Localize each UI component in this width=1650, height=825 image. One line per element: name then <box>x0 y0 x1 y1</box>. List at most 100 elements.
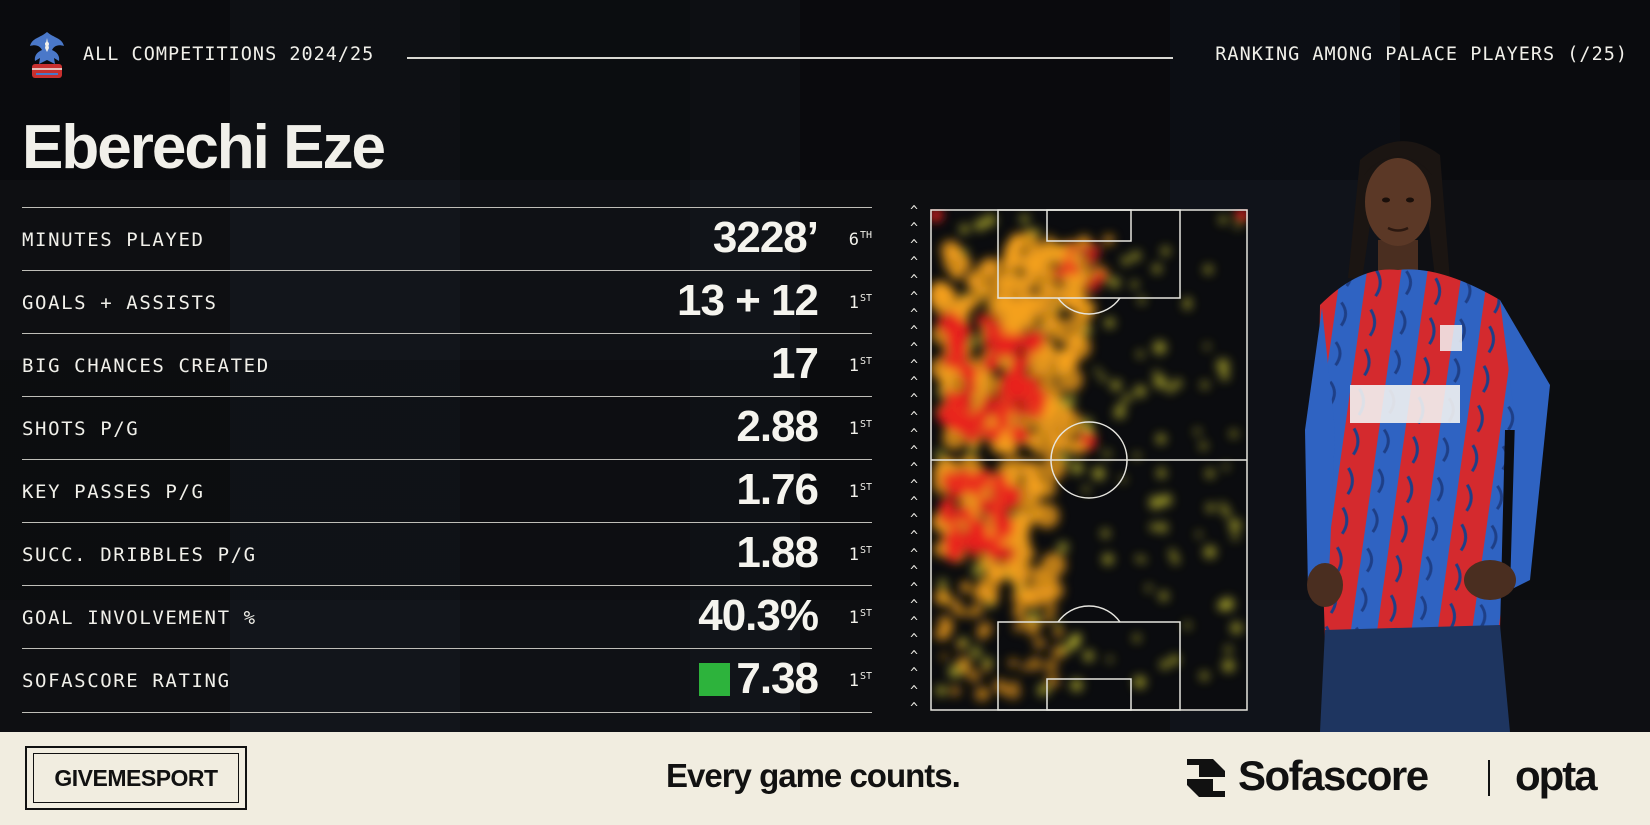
direction-chevron: ^ <box>910 529 918 545</box>
footer-bar: GIVEMESPORT Every game counts. Sofascore… <box>0 732 1650 825</box>
heat-blob <box>1133 675 1147 689</box>
heat-blob <box>1008 657 1019 668</box>
rating-badge <box>699 662 731 696</box>
heat-blob <box>954 473 976 494</box>
heat-blob <box>1028 656 1043 671</box>
heat-blob <box>1013 423 1025 435</box>
stat-label: SUCC. DRIBBLES P/G <box>22 544 257 566</box>
heat-blob <box>1157 522 1168 533</box>
heat-blob <box>1183 621 1192 630</box>
heat-blob <box>1103 450 1111 458</box>
heat-blob <box>1222 659 1236 673</box>
heat-blob <box>1152 340 1167 355</box>
heat-blob <box>1222 463 1230 471</box>
pitch-markings <box>930 209 1248 711</box>
heat-blob <box>1017 498 1043 524</box>
heat-blob <box>1031 573 1049 591</box>
heat-blob <box>1038 586 1057 604</box>
heat-blob <box>1152 263 1162 274</box>
heat-blob <box>1156 468 1167 479</box>
heat-blob <box>1045 674 1060 688</box>
heat-blob <box>1203 264 1213 275</box>
footer-divider <box>1488 760 1490 796</box>
heat-blob <box>1057 541 1069 553</box>
ranking-note: RANKING AMONG PALACE PLAYERS (/25) <box>1215 44 1628 65</box>
header-divider <box>407 57 1173 59</box>
heat-blob <box>939 629 951 641</box>
heat-blob <box>1222 508 1231 517</box>
heat-blob <box>1216 358 1230 372</box>
heat-blob <box>1070 439 1086 455</box>
heat-blob <box>1194 428 1201 436</box>
direction-chevron: ^ <box>910 238 918 254</box>
heat-blob <box>1195 531 1202 538</box>
heat-blob <box>944 392 967 414</box>
heat-blob <box>997 297 1011 311</box>
heat-blob <box>1221 597 1235 611</box>
heat-blob <box>971 603 985 616</box>
heat-blob <box>977 468 993 484</box>
heat-blob <box>1155 433 1167 445</box>
heat-blob <box>994 278 1007 291</box>
heat-blob <box>973 219 986 232</box>
stat-value: 7.38 <box>699 654 819 704</box>
heat-blob <box>1011 351 1031 371</box>
heat-blob <box>1006 471 1021 486</box>
heat-blob <box>1022 460 1045 483</box>
heat-blob <box>965 270 985 289</box>
direction-chevron: ^ <box>910 546 918 562</box>
stat-value: 3228’ <box>712 213 819 262</box>
heat-blob <box>1134 385 1147 398</box>
heat-blob <box>1234 222 1241 229</box>
heat-blob <box>1130 250 1141 261</box>
direction-chevron: ^ <box>910 683 918 699</box>
heat-blob <box>1084 277 1100 294</box>
direction-chevron: ^ <box>910 512 918 528</box>
heat-blob <box>1026 273 1035 282</box>
stat-rank: 1ST <box>848 671 872 691</box>
heat-blob <box>1203 545 1217 559</box>
heat-blob <box>969 548 981 560</box>
heat-blob <box>990 507 1011 529</box>
stat-row-goals-assists: GOALS + ASSISTS 13 + 12 1ST <box>22 270 872 333</box>
givemesport-logo: GIVEMESPORT <box>25 746 247 810</box>
direction-chevron: ^ <box>910 443 918 459</box>
stat-label: BIG CHANCES CREATED <box>22 355 270 377</box>
heat-blob <box>955 641 965 650</box>
heat-blob <box>1026 293 1045 312</box>
heat-blob <box>970 336 981 347</box>
heat-blob <box>984 313 997 327</box>
heat-blob <box>1183 300 1192 310</box>
heat-blob <box>1020 663 1030 672</box>
heat-blob <box>1235 209 1248 222</box>
heat-blob <box>1121 256 1131 266</box>
heat-blob <box>992 678 1008 694</box>
heat-blob <box>996 544 1016 563</box>
heat-blob <box>1205 468 1215 479</box>
stat-label: GOALS + ASSISTS <box>22 292 218 314</box>
heat-blob <box>982 257 1000 276</box>
direction-chevron: ^ <box>910 649 918 665</box>
heat-blob <box>1168 549 1177 557</box>
heat-blob <box>983 214 997 227</box>
heat-blob <box>1205 503 1216 513</box>
heat-blob <box>1070 461 1084 475</box>
heat-blob <box>1009 567 1030 588</box>
stat-rank: 1ST <box>848 293 872 313</box>
heat-blob <box>1219 502 1227 510</box>
heat-blob <box>959 581 972 594</box>
heat-blob <box>980 394 1002 416</box>
heat-blob <box>1082 485 1090 493</box>
heat-blob <box>1102 553 1114 566</box>
heat-blob <box>1042 456 1066 480</box>
heat-blob <box>959 223 970 235</box>
heat-blob <box>1050 320 1061 331</box>
heat-blob <box>1014 298 1024 309</box>
stats-table: MINUTES PLAYED 3228’ 6TH GOALS + ASSISTS… <box>22 207 872 713</box>
direction-chevron: ^ <box>910 632 918 648</box>
direction-chevron: ^ <box>910 666 918 682</box>
heat-blob <box>1024 375 1042 394</box>
heat-blob <box>1041 552 1066 578</box>
heat-blob <box>1019 253 1040 274</box>
heat-blob <box>939 378 955 394</box>
